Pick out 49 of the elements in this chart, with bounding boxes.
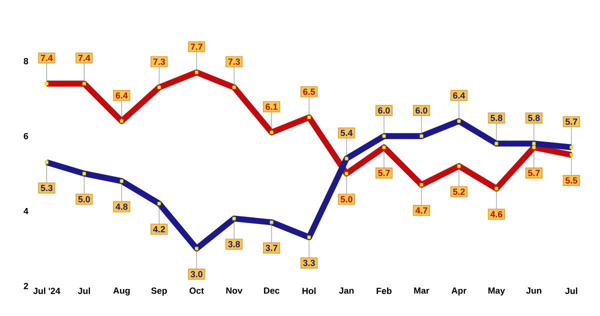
x-tick-label: Jan <box>339 288 354 294</box>
x-tick-label: Jul <box>78 288 90 294</box>
x-tick-label: Sep <box>151 288 167 296</box>
data-label: 3.8 <box>228 241 240 248</box>
data-label: 7.7 <box>190 44 202 50</box>
x-tick-label: Hol <box>302 288 316 294</box>
data-label: 6.5 <box>303 88 315 96</box>
x-tick-label: Jul <box>565 288 578 294</box>
data-label: 5.8 <box>528 115 540 122</box>
data-label: 4.2 <box>153 226 165 232</box>
y-tick-label: 6 <box>24 133 28 140</box>
data-label: 5.2 <box>453 188 465 196</box>
data-label: 3.3 <box>303 260 315 266</box>
x-tick-label: Feb <box>376 288 392 294</box>
data-label: 6.0 <box>378 108 390 114</box>
x-tick-label: Mar <box>414 288 430 294</box>
data-label: 4.7 <box>415 208 428 214</box>
data-label: 5.0 <box>78 196 90 203</box>
data-label: 5.3 <box>40 185 53 192</box>
data-label: 5.7 <box>378 170 390 176</box>
data-label: 6.4 <box>453 92 466 99</box>
data-label: 6.1 <box>266 104 278 110</box>
data-label: 7.4 <box>40 55 53 62</box>
data-label: 3.0 <box>190 271 202 278</box>
x-tick-label: Nov <box>226 288 242 294</box>
x-tick-label: Apr <box>452 288 466 296</box>
data-label: 5.5 <box>566 178 578 184</box>
x-tick-label: Jun <box>526 288 542 294</box>
data-label: 7.3 <box>153 58 165 66</box>
y-tick-label: 2 <box>24 283 28 290</box>
y-tick-label: 4 <box>24 208 28 214</box>
data-label: 6.0 <box>416 108 428 114</box>
x-tick-label: Oct <box>190 288 204 294</box>
data-label: 5.7 <box>566 118 578 125</box>
data-label: 5.8 <box>490 115 502 122</box>
data-label: 5.0 <box>340 196 352 203</box>
x-tick-label: Aug <box>113 288 130 296</box>
data-label: 4.6 <box>490 211 502 218</box>
y-tick-label: 8 <box>24 58 28 64</box>
data-label: 3.7 <box>266 244 278 252</box>
x-tick-label: Jul '24 <box>33 288 60 294</box>
data-label: 7.4 <box>78 55 90 62</box>
data-label: 6.4 <box>116 92 128 99</box>
data-label: 7.3 <box>228 58 240 66</box>
x-tick-label: Dec <box>264 288 280 294</box>
data-label: 5.7 <box>528 170 540 176</box>
data-label: 4.8 <box>116 204 128 210</box>
data-label: 5.4 <box>340 130 353 136</box>
x-tick-label: May <box>488 288 506 296</box>
